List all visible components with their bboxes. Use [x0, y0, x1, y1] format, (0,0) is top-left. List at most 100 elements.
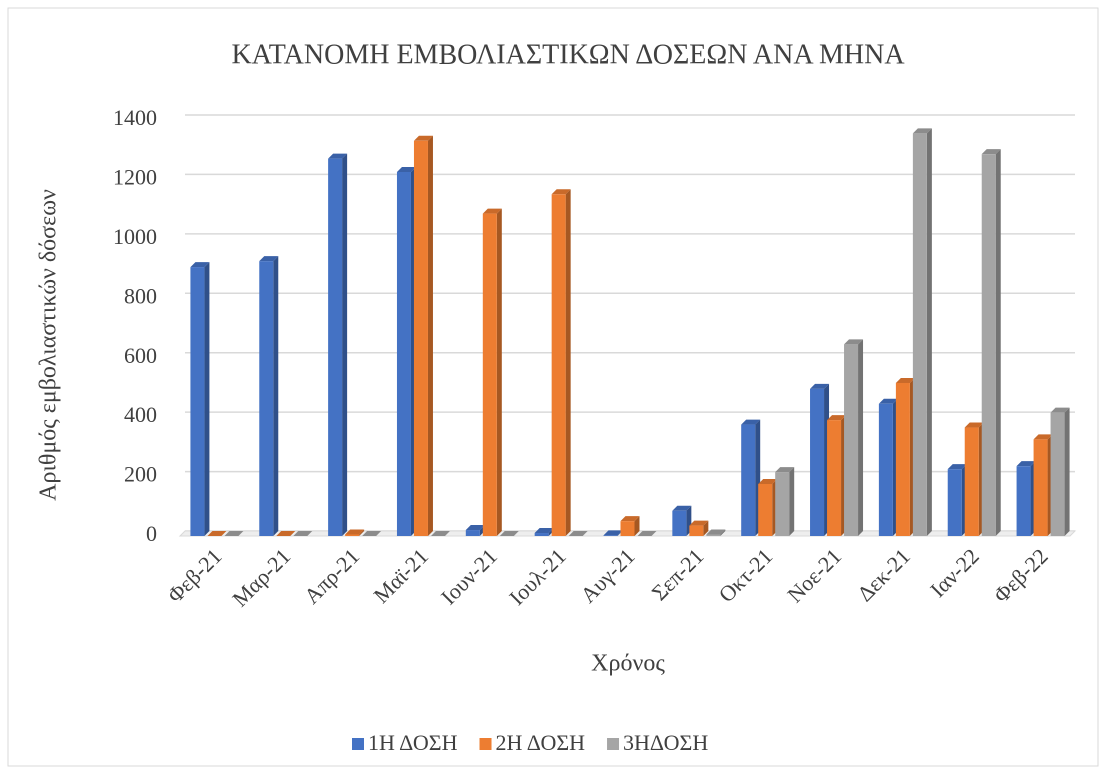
bar-top: [328, 153, 348, 159]
bar-top: [741, 419, 761, 425]
y-tick-label: 1200: [113, 164, 157, 189]
bar: [620, 521, 635, 536]
bar-side: [926, 128, 932, 536]
bar-top: [810, 383, 830, 389]
bar: [345, 534, 360, 536]
bar-side: [342, 153, 348, 536]
bar-top: [465, 525, 485, 531]
bar: [534, 533, 549, 536]
legend-swatch: [479, 738, 492, 750]
bar-top: [293, 531, 313, 536]
bar-top: [499, 531, 519, 536]
bar-top: [1033, 434, 1053, 440]
bar-side: [789, 467, 795, 536]
bar-top: [964, 422, 984, 428]
bar: [482, 213, 497, 536]
bar: [1033, 439, 1048, 536]
bar-side: [1064, 407, 1070, 536]
bar-side: [273, 256, 279, 536]
y-tick-label: 0: [146, 521, 157, 546]
bar-side: [995, 149, 1001, 536]
legend-label: 2Η ΔΟΣΗ: [496, 730, 586, 755]
bar: [895, 382, 910, 536]
y-tick-label: 600: [124, 343, 157, 368]
bar-top: [413, 135, 433, 141]
bar-top: [603, 530, 623, 536]
bar: [689, 525, 704, 536]
bar-top: [482, 208, 502, 214]
bar-top: [207, 531, 227, 536]
bar: [190, 267, 205, 536]
bar: [741, 424, 756, 536]
legend-label: 1Η ΔΟΣΗ: [368, 730, 458, 755]
bar: [964, 427, 979, 536]
bar-side: [496, 208, 502, 536]
bar: [328, 158, 343, 536]
bar: [396, 172, 411, 536]
bar: [706, 534, 721, 536]
bar-top: [981, 149, 1001, 155]
bar: [810, 388, 825, 536]
bar: [758, 484, 773, 536]
bar-top: [568, 531, 588, 536]
y-axis-label: Αριθμός εμβολιαστικών δόσεων: [36, 189, 62, 501]
bar-side: [703, 520, 709, 536]
bar: [259, 261, 274, 536]
bar-top: [276, 531, 296, 536]
bar-side: [204, 262, 210, 536]
bar-top: [758, 479, 778, 484]
bar: [413, 140, 428, 537]
bar-top: [259, 256, 279, 262]
bar-top: [1016, 461, 1036, 467]
bar-top: [637, 531, 657, 536]
x-axis-label: Χρόνος: [591, 651, 665, 677]
bar-top: [689, 520, 709, 526]
bar-top: [912, 128, 932, 134]
bar-side: [427, 135, 433, 537]
bar: [775, 472, 790, 536]
bar-top: [775, 467, 795, 473]
bar: [672, 510, 687, 536]
y-tick-label: 800: [124, 283, 157, 308]
bar: [981, 154, 996, 536]
bar: [878, 403, 893, 536]
y-tick-label: 1000: [113, 224, 157, 249]
bar-side: [720, 529, 726, 536]
bar-top: [672, 505, 692, 511]
bar-top: [345, 529, 365, 535]
bar: [1050, 412, 1065, 536]
bar: [844, 344, 859, 536]
bar-top: [362, 531, 382, 536]
bar-top: [224, 531, 244, 536]
bar-top: [534, 528, 554, 534]
legend-label: 3ΗΔΟΣΗ: [623, 730, 708, 755]
bar-top: [706, 529, 726, 535]
bar: [603, 535, 618, 536]
bar-top: [551, 189, 571, 195]
bar-top: [947, 464, 967, 470]
bar-top: [396, 167, 416, 172]
bar: [947, 469, 962, 536]
y-tick-label: 200: [124, 462, 157, 487]
bar-top: [844, 339, 864, 345]
bar-top: [430, 531, 450, 536]
legend-swatch: [607, 738, 620, 750]
bar-top: [895, 377, 915, 383]
bar-side: [565, 189, 571, 537]
bar-top: [878, 398, 898, 404]
legend-swatch: [352, 738, 364, 750]
bar-top: [1050, 407, 1070, 413]
chart-title: ΚΑΤΑΝΟΜΗ ΕΜΒΟΛΙΑΣΤΙΚΩΝ ΔΟΣΕΩΝ ΑΝΑ ΜΗΝΑ: [231, 39, 905, 70]
bar-top: [620, 516, 640, 522]
bar: [551, 194, 566, 537]
bar-top: [827, 415, 847, 421]
bar-side: [634, 516, 640, 536]
y-tick-label: 400: [124, 402, 157, 427]
bar: [465, 530, 480, 536]
bar: [827, 420, 842, 536]
bar: [1016, 466, 1031, 536]
bar: [912, 133, 927, 536]
bar-top: [190, 262, 210, 268]
bar-side: [858, 339, 864, 536]
